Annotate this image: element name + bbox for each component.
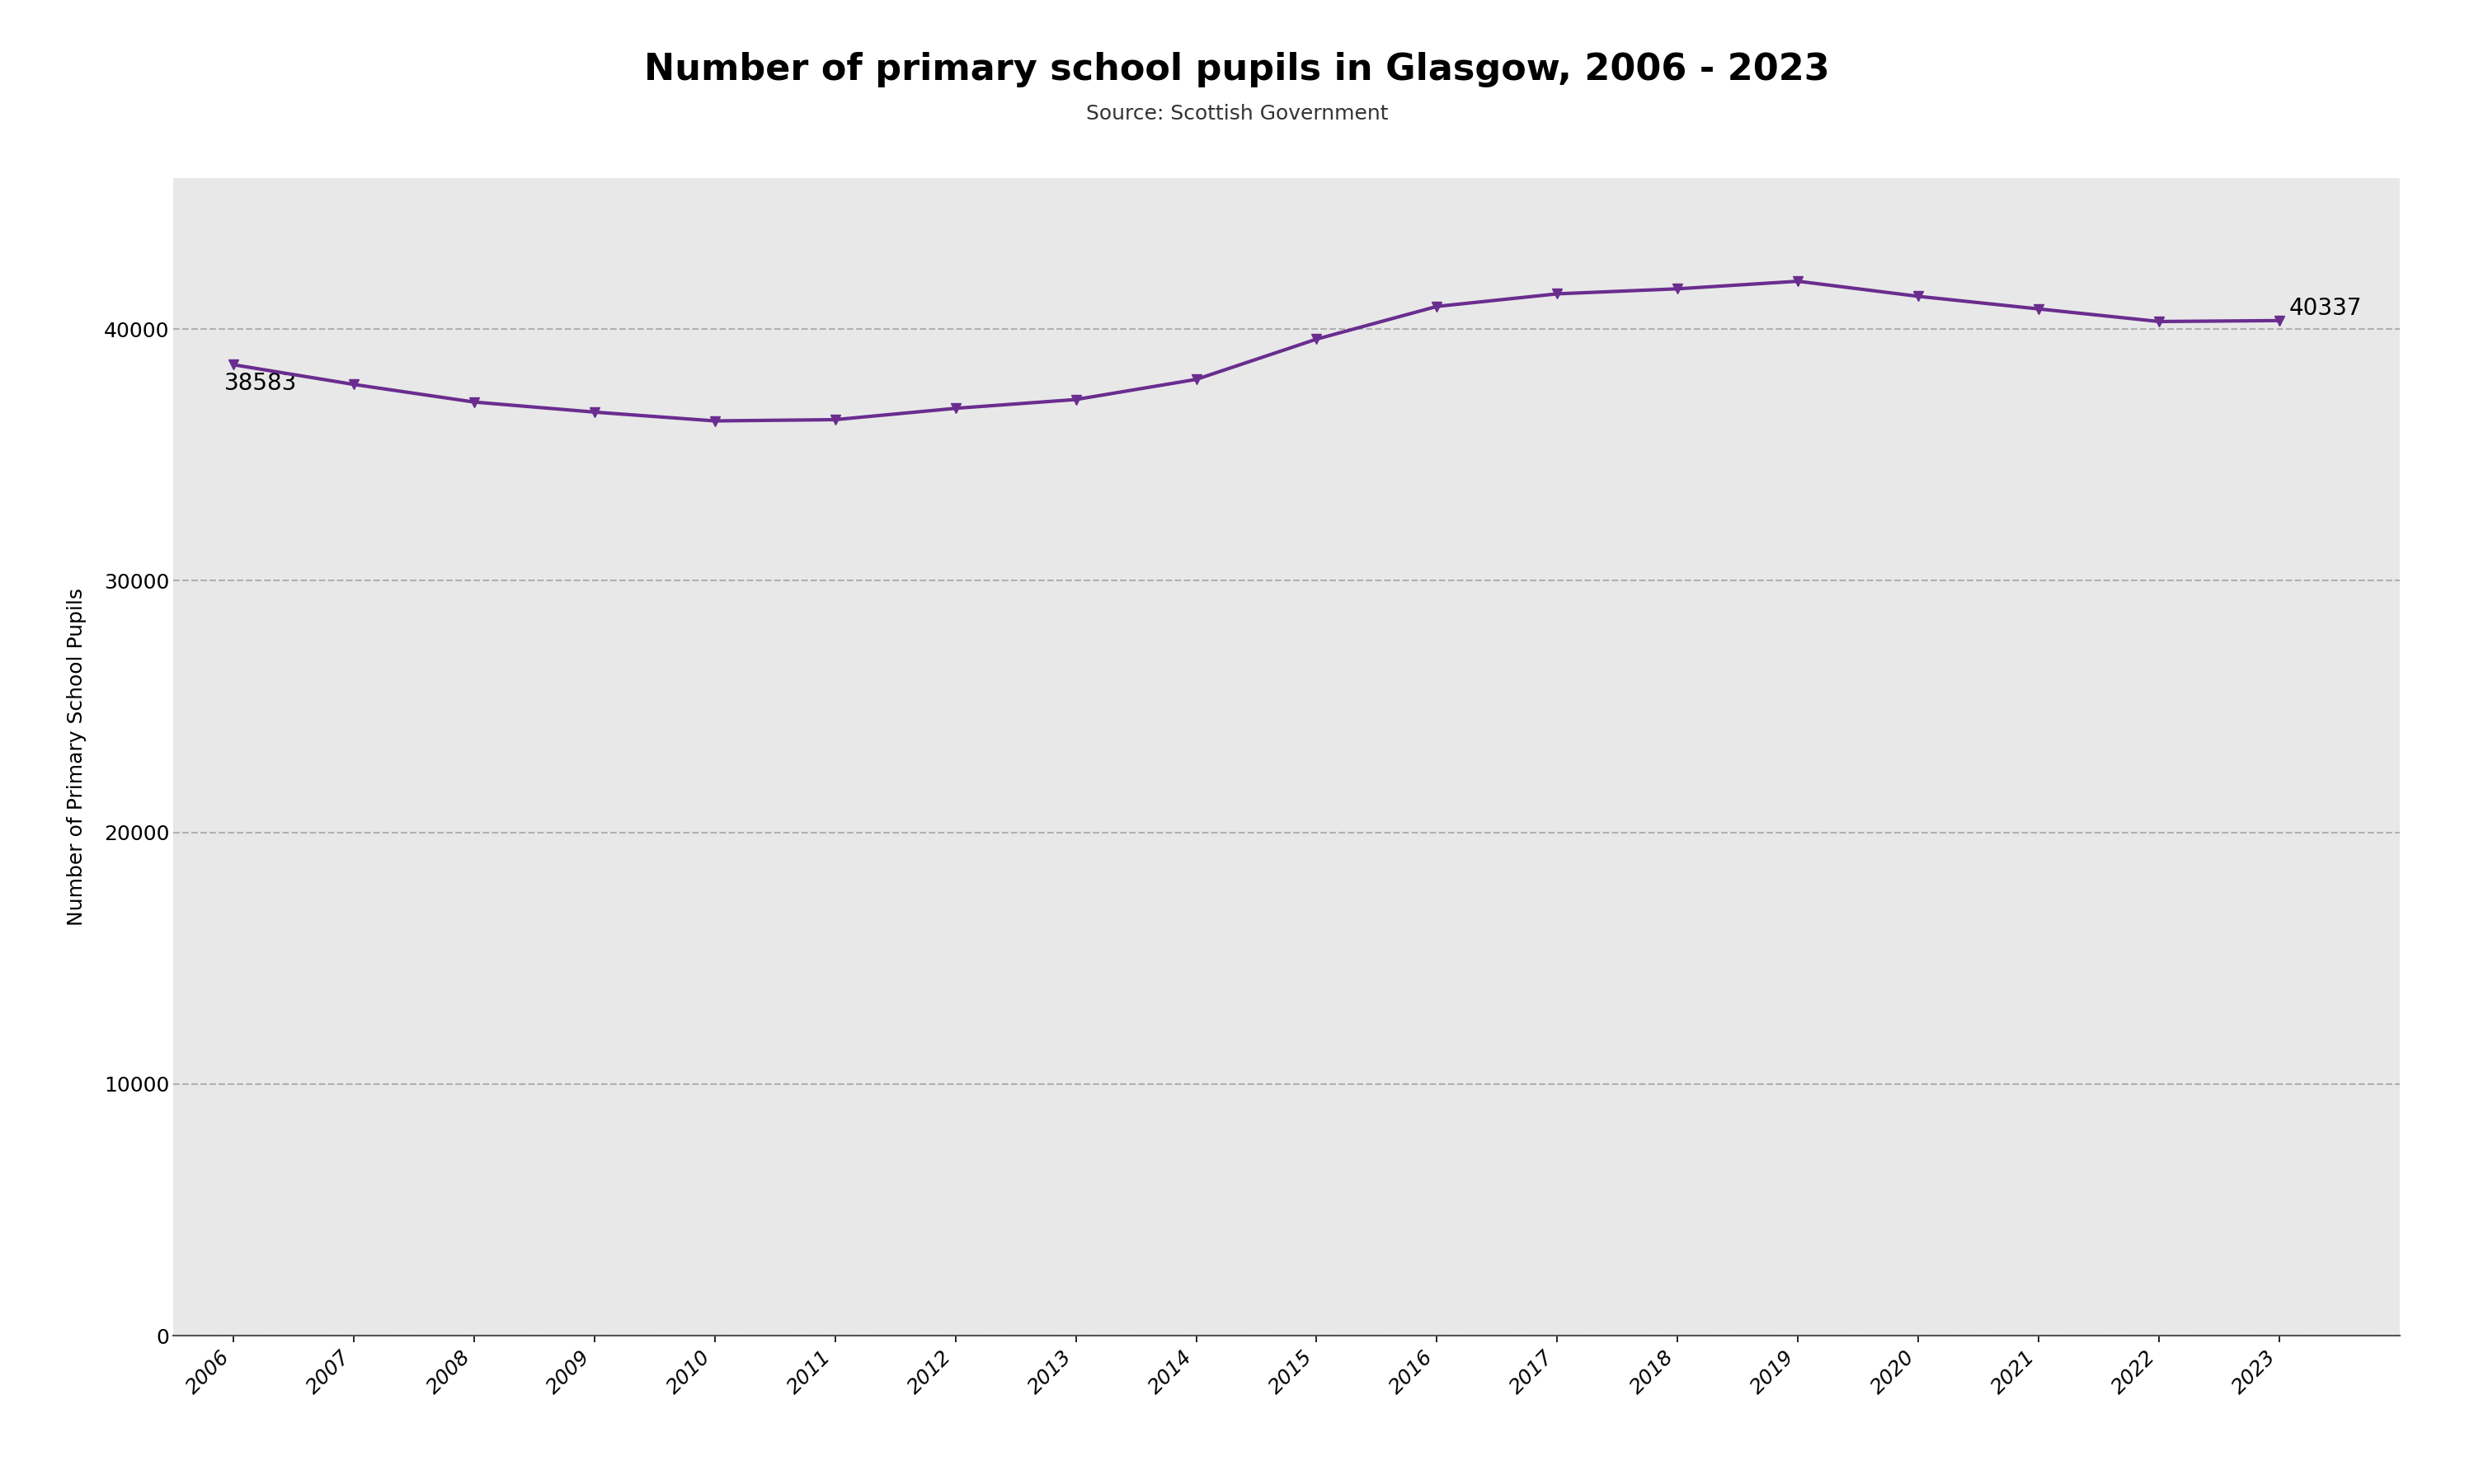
Text: 38583: 38583 [225, 372, 297, 395]
Text: Source: Scottish Government: Source: Scottish Government [1086, 104, 1388, 123]
Text: 40337: 40337 [2288, 297, 2363, 321]
Y-axis label: Number of Primary School Pupils: Number of Primary School Pupils [67, 588, 87, 926]
Text: Number of primary school pupils in Glasgow, 2006 - 2023: Number of primary school pupils in Glasg… [643, 52, 1831, 88]
